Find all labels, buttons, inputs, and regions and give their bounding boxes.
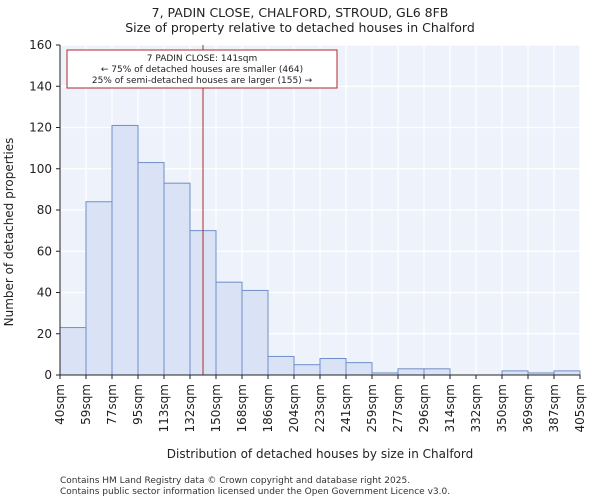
footer-line-1: Contains HM Land Registry data © Crown c… bbox=[60, 476, 410, 486]
x-tick-label: 59sqm bbox=[79, 384, 93, 425]
y-tick-label: 80 bbox=[37, 203, 52, 217]
bar bbox=[319, 358, 347, 376]
bar bbox=[111, 124, 139, 376]
x-axis-label: Distribution of detached houses by size … bbox=[167, 447, 473, 461]
y-tick-label: 100 bbox=[29, 162, 52, 176]
x-tick-label: 332sqm bbox=[469, 384, 483, 432]
bar bbox=[215, 281, 243, 376]
x-tick-label: 40sqm bbox=[53, 384, 67, 425]
bar bbox=[59, 327, 87, 376]
y-tick-label: 140 bbox=[29, 79, 52, 93]
x-tick-label: 350sqm bbox=[495, 384, 509, 432]
bar bbox=[397, 368, 425, 376]
bar bbox=[423, 368, 451, 376]
y-tick-label: 120 bbox=[29, 121, 52, 135]
x-tick-label: 405sqm bbox=[573, 384, 587, 432]
y-axis-label: Number of detached properties bbox=[2, 138, 16, 327]
x-tick-label: 314sqm bbox=[443, 384, 457, 432]
x-tick-label: 204sqm bbox=[287, 384, 301, 432]
y-tick-label: 160 bbox=[29, 38, 52, 52]
x-tick-label: 259sqm bbox=[365, 384, 379, 432]
annotation-line-2: ← 75% of detached houses are smaller (46… bbox=[101, 65, 303, 75]
bar bbox=[501, 370, 529, 376]
x-tick-label: 150sqm bbox=[209, 384, 223, 432]
x-tick-label: 277sqm bbox=[391, 384, 405, 432]
y-ticks: 0 20 40 60 80 100 120 140 160 bbox=[29, 38, 60, 382]
bar bbox=[293, 364, 321, 376]
x-tick-label: 387sqm bbox=[547, 384, 561, 432]
annotation-box: 7 PADIN CLOSE: 141sqm ← 75% of detached … bbox=[66, 49, 338, 89]
annotation-line-1: 7 PADIN CLOSE: 141sqm bbox=[147, 54, 257, 64]
bar bbox=[345, 362, 373, 376]
y-tick-label: 20 bbox=[37, 327, 52, 341]
bar bbox=[241, 289, 269, 376]
x-tick-label: 95sqm bbox=[131, 384, 145, 425]
y-tick-label: 0 bbox=[44, 368, 52, 382]
x-tick-label: 77sqm bbox=[105, 384, 119, 425]
x-tick-label: 296sqm bbox=[417, 384, 431, 432]
x-tick-label: 186sqm bbox=[261, 384, 275, 432]
footer-line-2: Contains public sector information licen… bbox=[60, 487, 450, 497]
x-tick-label: 113sqm bbox=[157, 384, 171, 432]
x-tick-label: 223sqm bbox=[313, 384, 327, 432]
x-tick-label: 168sqm bbox=[235, 384, 249, 432]
annotation-line-3: 25% of semi-detached houses are larger (… bbox=[92, 76, 313, 86]
bar bbox=[267, 355, 295, 376]
chart-title: 7, PADIN CLOSE, CHALFORD, STROUD, GL6 8F… bbox=[152, 5, 449, 20]
bar bbox=[137, 162, 165, 376]
chart-subtitle: Size of property relative to detached ho… bbox=[125, 20, 475, 35]
x-tick-label: 241sqm bbox=[339, 384, 353, 432]
y-tick-label: 40 bbox=[37, 286, 52, 300]
x-tick-label: 369sqm bbox=[521, 384, 535, 432]
x-tick-label: 132sqm bbox=[183, 384, 197, 432]
x-ticks: 40sqm 59sqm 77sqm 95sqm 113sqm 132sqm 150sqm 16… bbox=[53, 375, 587, 432]
bar bbox=[85, 201, 113, 376]
bar bbox=[163, 182, 191, 376]
y-tick-label: 60 bbox=[37, 244, 52, 258]
bar bbox=[553, 370, 581, 376]
